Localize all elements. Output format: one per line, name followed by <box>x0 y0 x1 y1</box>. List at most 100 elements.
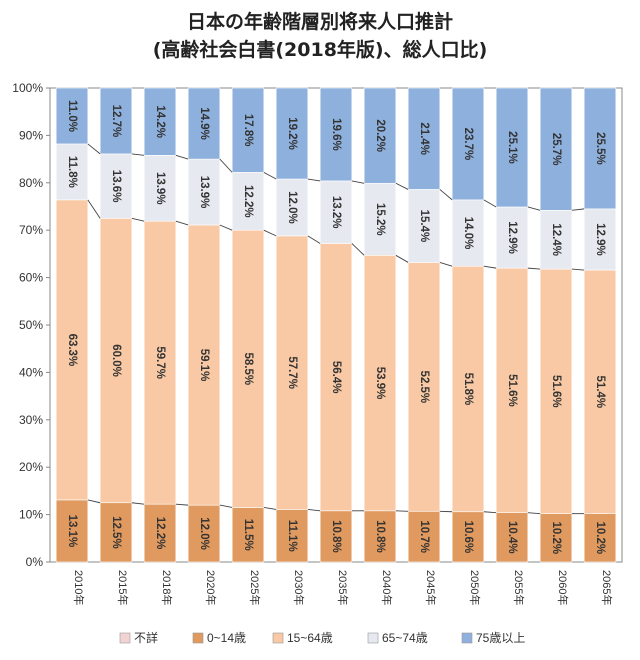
bar-segment <box>231 507 265 563</box>
legend-label: 65~74歳 <box>382 631 428 645</box>
series-connector-line <box>439 262 453 267</box>
series-connector-line <box>307 235 321 244</box>
data-label: 56.4% <box>330 361 342 394</box>
series-connector-line <box>175 154 189 160</box>
data-label: 58.5% <box>242 353 254 386</box>
data-label: 12.9% <box>594 223 606 256</box>
x-tick-label: 2065年 <box>600 570 614 605</box>
series-connector-line <box>527 512 541 515</box>
data-label: 52.5% <box>418 371 430 404</box>
y-tick-label: 30% <box>19 413 43 427</box>
y-tick-label: 50% <box>19 318 43 332</box>
bar-segment <box>451 199 485 267</box>
bar-segment <box>231 172 265 231</box>
data-label: 10.7% <box>418 520 430 553</box>
data-label: 10.6% <box>462 521 474 554</box>
legend-label: 15~64歳 <box>287 631 333 645</box>
bar-segment <box>319 87 353 182</box>
bar-segment <box>539 87 573 211</box>
series-connector-line <box>263 507 277 510</box>
y-tick-label: 20% <box>19 460 43 474</box>
y-tick-label: 90% <box>19 128 43 142</box>
legend-label: 75歳以上 <box>476 631 525 645</box>
x-tick-label: 2050年 <box>468 570 482 605</box>
data-label: 59.1% <box>198 349 210 382</box>
data-label: 10.2% <box>550 522 562 555</box>
data-label: 19.2% <box>286 117 298 150</box>
series-connector-line <box>219 158 233 173</box>
data-label: 15.2% <box>374 203 386 236</box>
series-connector-line <box>351 243 365 256</box>
data-label: 12.5% <box>110 516 122 549</box>
chart-title-block: 日本の年齢階層別将来人口推計 (高齢社会白書(2018年版)、総人口比) <box>0 8 640 64</box>
data-label: 51.6% <box>550 375 562 408</box>
bar-segment <box>451 265 485 513</box>
data-label: 10.2% <box>594 522 606 555</box>
data-label: 19.6% <box>330 118 342 151</box>
x-tick-label: 2015年 <box>116 570 130 605</box>
data-label: 10.8% <box>374 520 386 553</box>
data-label: 14.9% <box>198 107 210 140</box>
series-connector-line <box>131 153 145 156</box>
bar-segment <box>187 158 221 226</box>
x-tick-label: 2035年 <box>336 570 350 605</box>
series-connector-line <box>307 508 321 512</box>
data-label: 59.7% <box>154 346 166 379</box>
bar-segment <box>143 155 177 222</box>
y-tick-label: 60% <box>19 271 43 285</box>
data-label: 21.4% <box>418 122 430 155</box>
bar-segment <box>583 269 617 514</box>
data-label: 13.9% <box>154 172 166 205</box>
data-label: 25.1% <box>506 131 518 164</box>
data-label: 51.8% <box>462 373 474 406</box>
series-connector-line <box>263 171 277 180</box>
data-label: 12.4% <box>550 223 562 256</box>
bar-segment <box>275 87 309 180</box>
legend-swatch <box>272 632 284 644</box>
series-connector-line <box>483 511 497 514</box>
y-tick-label: 40% <box>19 365 43 379</box>
bar-segment <box>539 268 573 514</box>
bar-segment <box>99 87 133 155</box>
y-tick-label: 80% <box>19 176 43 190</box>
bar-segment <box>187 504 221 563</box>
series-connector-line <box>219 224 233 231</box>
data-label: 12.2% <box>154 517 166 550</box>
x-tick-label: 2030年 <box>292 570 306 605</box>
data-label: 11.5% <box>242 519 254 551</box>
bar-segment <box>275 235 309 510</box>
legend-swatch <box>367 632 379 644</box>
bar-segment <box>55 143 89 201</box>
bar-segment <box>407 262 441 512</box>
series-connector-line <box>131 217 145 222</box>
series-connector-line <box>263 229 277 237</box>
chart-subtitle: (高齢社会白書(2018年版)、総人口比) <box>152 39 488 61</box>
legend-label: 不詳 <box>134 630 158 645</box>
data-label: 51.6% <box>506 374 518 407</box>
bar-segment <box>275 178 309 237</box>
x-tick-label: 2040年 <box>380 570 394 605</box>
bar-segment <box>55 199 89 501</box>
series-connector-line <box>439 189 453 201</box>
bar-segment <box>451 87 485 201</box>
bar-segment <box>319 243 353 512</box>
bar-segment <box>407 510 441 563</box>
bar-segment <box>363 87 397 184</box>
data-label: 13.2% <box>330 196 342 229</box>
series-connector-line <box>307 178 321 182</box>
legend-swatch <box>119 632 131 644</box>
data-label: 10.4% <box>506 521 518 554</box>
legend-swatch <box>461 632 473 644</box>
series-connector-line <box>351 180 365 184</box>
data-label: 14.0% <box>462 217 474 250</box>
series-connector-line <box>483 199 497 208</box>
bar-segment <box>99 218 133 504</box>
bar-segment <box>143 220 177 505</box>
x-tick-label: 2025年 <box>248 570 262 605</box>
data-label: 17.8% <box>242 114 254 147</box>
series-connector-line <box>87 199 101 219</box>
x-tick-label: 2060年 <box>556 570 570 605</box>
data-label: 20.2% <box>374 119 386 152</box>
series-connector-line <box>527 206 541 211</box>
series-connector-line <box>131 502 145 505</box>
